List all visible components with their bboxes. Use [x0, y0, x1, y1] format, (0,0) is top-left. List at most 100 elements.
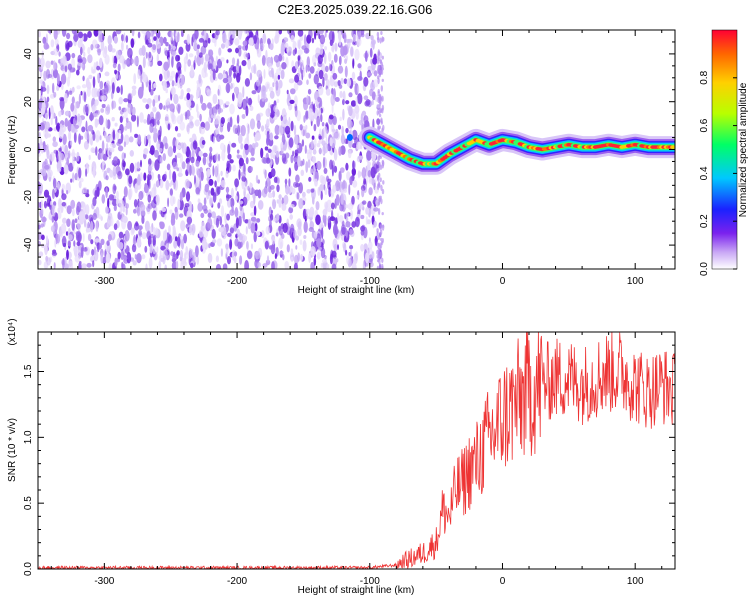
noise-blob	[53, 30, 58, 40]
noise-blob	[379, 224, 382, 231]
noise-blob	[284, 260, 289, 269]
noise-blob	[302, 240, 307, 252]
noise-blob	[371, 177, 375, 186]
noise-blob	[352, 58, 355, 69]
noise-blob	[50, 60, 54, 65]
noise-blob	[256, 113, 261, 123]
noise-blob	[362, 200, 367, 205]
noise-blob	[188, 149, 192, 161]
noise-blob	[95, 220, 99, 232]
noise-blob	[143, 172, 147, 181]
noise-blob	[332, 115, 338, 126]
noise-blob	[75, 101, 80, 109]
noise-blob	[220, 170, 223, 177]
noise-blob	[194, 55, 197, 64]
noise-blob	[113, 204, 117, 212]
noise-blob	[317, 54, 323, 65]
noise-blob	[232, 124, 238, 134]
noise-blob	[93, 30, 99, 37]
noise-blob	[176, 167, 179, 172]
noise-blob	[55, 115, 58, 126]
noise-blob	[125, 35, 129, 43]
noise-blob	[234, 178, 240, 188]
noise-blob	[227, 153, 232, 160]
noise-blob	[368, 187, 373, 196]
spectrogram-xlabel: Height of straight line (km)	[298, 285, 415, 296]
noise-blob	[105, 252, 111, 264]
noise-blob	[125, 168, 130, 176]
noise-blob	[138, 229, 143, 236]
noise-blob	[106, 142, 109, 150]
noise-blob	[105, 107, 110, 115]
noise-blob	[306, 208, 311, 215]
noise-blob	[164, 142, 168, 150]
noise-blob	[357, 84, 360, 95]
noise-blob	[232, 164, 236, 172]
noise-blob	[278, 30, 282, 35]
noise-blob	[363, 76, 369, 87]
noise-blob	[232, 82, 235, 89]
noise-blob	[376, 110, 379, 116]
noise-blob	[310, 261, 315, 269]
colorbar-tick-label: 0.2	[699, 214, 710, 228]
noise-blob	[97, 30, 103, 35]
noise-blob	[288, 167, 292, 177]
noise-blob	[347, 149, 352, 159]
noise-blob	[112, 129, 116, 141]
noise-blob	[272, 217, 277, 222]
noise-blob	[349, 245, 354, 250]
noise-blob	[64, 65, 68, 73]
noise-blob	[113, 35, 119, 44]
noise-blob	[371, 251, 375, 260]
noise-blob	[104, 45, 108, 55]
noise-blob	[347, 38, 353, 43]
noise-blob	[215, 263, 222, 269]
noise-blob	[302, 191, 306, 198]
noise-blob	[183, 233, 188, 244]
noise-blob	[168, 182, 172, 187]
noise-blob	[380, 69, 384, 75]
noise-blob	[263, 186, 268, 195]
noise-blob	[329, 137, 333, 147]
x-tick-label: -100	[360, 576, 380, 587]
noise-blob	[56, 168, 62, 173]
noise-blob	[225, 101, 230, 106]
noise-blob	[226, 194, 232, 199]
noise-blob	[350, 209, 353, 220]
noise-blob	[105, 206, 109, 214]
noise-blob	[129, 162, 135, 173]
noise-blob	[381, 189, 385, 195]
noise-blob	[255, 250, 261, 260]
noise-blob	[163, 36, 167, 44]
noise-blob	[278, 125, 284, 136]
noise-blob	[336, 258, 339, 263]
noise-blob	[250, 147, 255, 157]
noise-blob	[45, 235, 49, 244]
noise-blob	[100, 252, 104, 264]
noise-blob	[56, 73, 60, 86]
noise-blob	[378, 113, 382, 118]
noise-blob	[293, 181, 299, 188]
noise-blob	[320, 114, 323, 123]
noise-blob	[367, 161, 372, 167]
noise-blob	[204, 121, 210, 131]
noise-blob	[263, 69, 266, 79]
noise-blob	[278, 198, 282, 208]
noise-blob	[193, 39, 198, 51]
noise-blob	[289, 214, 294, 220]
noise-blob	[303, 235, 307, 239]
noise-blob	[53, 91, 57, 98]
noise-blob	[377, 89, 380, 94]
noise-blob	[380, 184, 383, 191]
noise-blob	[361, 110, 367, 117]
noise-blob	[56, 85, 60, 91]
noise-blob	[277, 177, 280, 184]
noise-blob	[145, 30, 151, 40]
noise-blob	[44, 164, 50, 170]
noise-blob	[314, 178, 318, 187]
noise-blob	[202, 152, 208, 158]
noise-blob	[343, 242, 347, 253]
noise-blob	[141, 232, 147, 240]
noise-blob	[77, 40, 83, 49]
